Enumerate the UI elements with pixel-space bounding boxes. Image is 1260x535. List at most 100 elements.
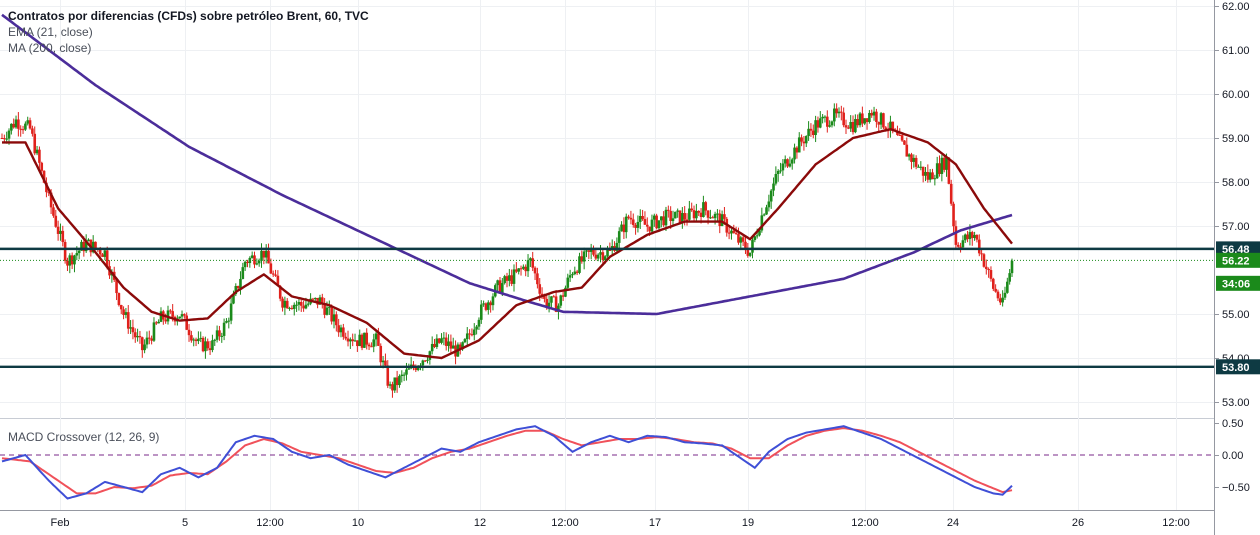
candle-body	[470, 334, 474, 336]
candle-body	[769, 190, 773, 202]
candle-body	[760, 215, 764, 231]
candle-body	[512, 269, 516, 284]
candle-body	[814, 120, 817, 136]
candle-body	[529, 258, 532, 261]
candle-body	[101, 254, 104, 257]
candle-body	[129, 327, 132, 329]
candle-body	[793, 147, 796, 160]
candle-body	[306, 303, 310, 305]
candle-body	[374, 333, 378, 340]
candle-body	[559, 295, 563, 306]
candle-body	[505, 276, 509, 281]
candle-body	[594, 254, 598, 259]
candle-body	[982, 254, 986, 267]
candle-body	[917, 166, 920, 168]
candle-body	[732, 230, 736, 233]
macd-line	[1, 425, 1013, 500]
candle-body	[297, 302, 301, 305]
candle-body	[47, 192, 51, 194]
candle-body	[804, 136, 808, 144]
candle-body	[255, 263, 259, 265]
candle-body	[786, 159, 789, 167]
candle-body	[61, 230, 65, 242]
candle-body	[325, 307, 329, 315]
candle-body	[346, 338, 350, 342]
candle-body	[809, 128, 813, 131]
candle-body	[755, 235, 759, 237]
candle-body	[349, 339, 352, 342]
candle-body	[73, 255, 76, 265]
candle-body	[823, 116, 827, 118]
candle-body	[975, 234, 979, 240]
candle-body	[281, 298, 284, 308]
candle-body	[388, 384, 392, 386]
candle-body	[295, 304, 298, 306]
candle-body	[783, 159, 787, 164]
candle-body	[391, 384, 394, 391]
candle-body	[178, 316, 181, 319]
candle-body	[370, 346, 373, 348]
candle-body	[365, 332, 369, 345]
candle-body	[40, 162, 44, 171]
candle-body	[826, 116, 829, 127]
candle-body	[484, 303, 488, 310]
candle-body	[133, 332, 137, 338]
candle-body	[671, 218, 675, 222]
candle-body	[650, 219, 654, 232]
candle-body	[837, 111, 841, 114]
candle-body	[790, 159, 794, 164]
candle-body	[900, 135, 904, 141]
candle-body	[522, 266, 525, 269]
candle-body	[996, 291, 1000, 299]
candle-body	[400, 374, 404, 376]
y-tick-label: 61.00	[1222, 45, 1250, 57]
candle-body	[267, 250, 270, 264]
x-tick-label: 12:00	[1162, 517, 1190, 529]
candle-body	[931, 172, 934, 180]
candle-body	[498, 280, 502, 293]
candle-body	[711, 217, 715, 219]
candle-body	[723, 214, 726, 219]
candle-body	[201, 337, 205, 352]
candle-body	[31, 128, 34, 134]
candle-body	[475, 326, 478, 330]
candle-body	[999, 298, 1002, 303]
candle-body	[115, 279, 118, 294]
candle-body	[657, 220, 661, 229]
candle-body	[692, 210, 696, 219]
candle-body	[954, 226, 958, 245]
candle-body	[1001, 297, 1004, 303]
macd-pane	[0, 425, 1214, 500]
axes: Feb 5 12:00 10 12 12:00 17 19 12:00 24 26 12:00 62.0…	[51, 1, 1260, 529]
candle-body	[208, 348, 212, 351]
candle-body	[674, 211, 677, 219]
candle-body	[587, 250, 591, 252]
candle-body	[26, 120, 30, 124]
candle-body	[912, 157, 916, 162]
macd-title: MACD Crossover (12, 26, 9)	[8, 430, 160, 444]
candle-body	[629, 217, 633, 220]
candle-body	[664, 209, 668, 226]
candle-body	[288, 307, 291, 309]
candle-body	[190, 335, 193, 341]
candle-body	[959, 246, 962, 248]
y-tick-label: 59.00	[1222, 133, 1250, 145]
candle-body	[660, 216, 663, 221]
candle-body	[1006, 281, 1009, 293]
candle-body	[402, 374, 406, 376]
candle-body	[702, 202, 705, 218]
candle-body	[136, 335, 139, 338]
overlays	[0, 13, 1214, 368]
candle-body	[54, 215, 58, 227]
candle-body	[615, 242, 619, 251]
candle-body	[928, 172, 932, 180]
x-tick-label: 12	[474, 517, 486, 529]
candle-body	[720, 214, 724, 227]
candle-body	[526, 260, 530, 272]
candle-body	[360, 334, 364, 348]
candle-body	[540, 293, 544, 296]
candle-body	[278, 285, 282, 299]
candle-body	[302, 305, 305, 309]
candle-body	[868, 112, 871, 123]
